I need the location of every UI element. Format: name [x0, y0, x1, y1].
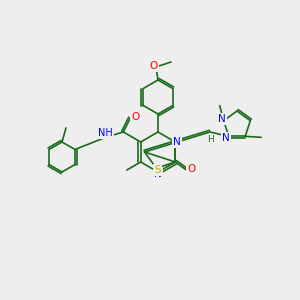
Text: O: O [150, 61, 158, 71]
Text: NH: NH [98, 128, 113, 138]
Text: N: N [173, 137, 181, 147]
Text: S: S [154, 165, 160, 175]
Text: N: N [222, 133, 230, 143]
Text: O: O [131, 112, 140, 122]
Text: N: N [218, 114, 226, 124]
Text: H: H [208, 134, 214, 143]
Text: N: N [154, 169, 162, 179]
Text: O: O [188, 164, 196, 174]
